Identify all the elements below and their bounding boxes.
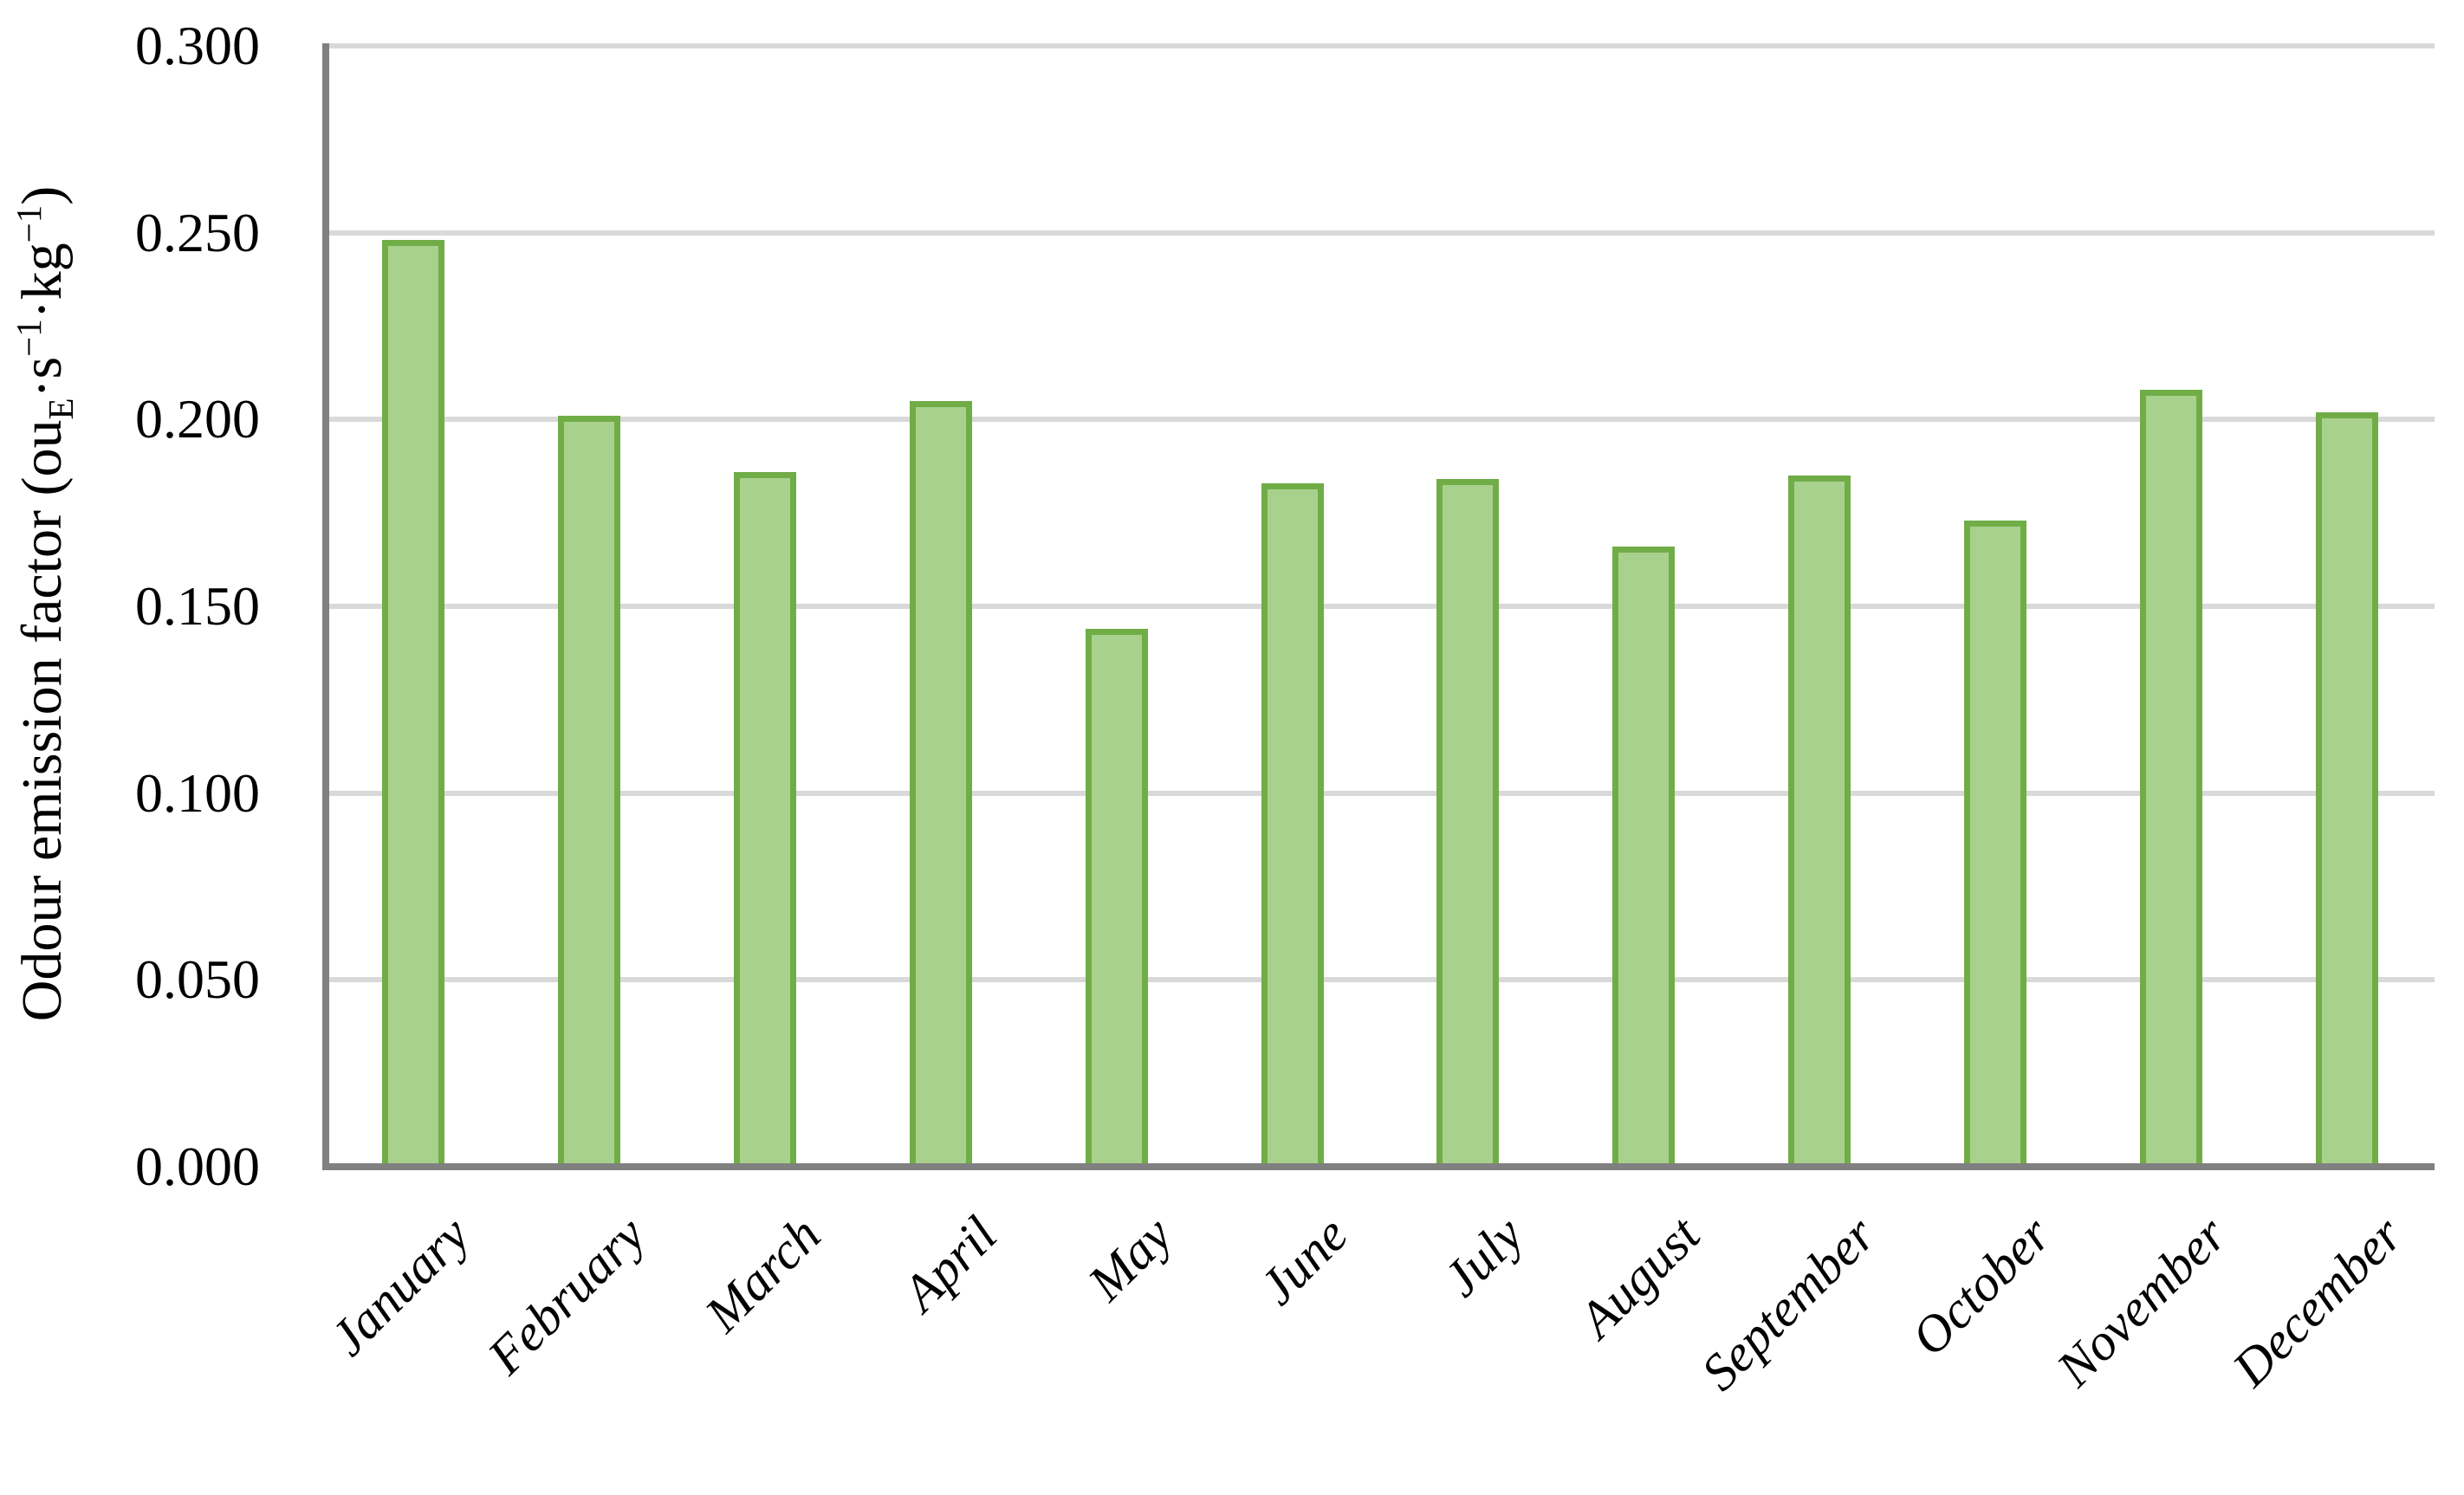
gridline-0.150 xyxy=(326,604,2435,609)
y-tick-label-0.150: 0.150 xyxy=(135,575,260,637)
x-tick-label-december: December xyxy=(2221,1206,2414,1398)
y-axis-line xyxy=(322,43,329,1170)
x-tick-label-june: June xyxy=(1248,1206,1359,1316)
x-tick-label-may: May xyxy=(1077,1206,1183,1312)
y-axis-title-text: Odour emission factor (ou xyxy=(10,419,74,1022)
bar-march xyxy=(734,471,797,1170)
gridline-0.050 xyxy=(326,977,2435,983)
y-tick-label-0.000: 0.000 xyxy=(135,1136,260,1197)
y-tick-label-0.200: 0.200 xyxy=(135,388,260,450)
x-tick-label-october: October xyxy=(1900,1206,2062,1367)
bar-october xyxy=(1963,520,2026,1170)
gridline-0.200 xyxy=(326,417,2435,423)
bar-april xyxy=(909,400,972,1170)
x-tick-label-july: July xyxy=(1432,1206,1535,1308)
bar-november xyxy=(2139,389,2202,1170)
bar-june xyxy=(1261,482,1324,1170)
x-tick-label-april: April xyxy=(891,1206,1008,1322)
bar-may xyxy=(1085,628,1148,1170)
y-axis-title-superscript: −1 xyxy=(9,319,49,357)
x-tick-label-february: February xyxy=(477,1206,656,1385)
bar-august xyxy=(1612,546,1676,1170)
x-tick-label-september: September xyxy=(1690,1206,1886,1401)
bar-september xyxy=(1788,476,1851,1170)
x-tick-label-august: August xyxy=(1567,1206,1710,1349)
y-tick-label-0.300: 0.300 xyxy=(135,15,260,76)
bar-february xyxy=(558,416,621,1170)
y-tick-label-0.250: 0.250 xyxy=(135,201,260,263)
x-tick-label-march: March xyxy=(694,1206,832,1343)
x-axis-line xyxy=(322,1163,2435,1170)
y-tick-label-0.050: 0.050 xyxy=(135,948,260,1011)
x-tick-label-january: January xyxy=(319,1206,481,1367)
bar-december xyxy=(2315,411,2378,1170)
y-tick-label-0.100: 0.100 xyxy=(135,761,260,824)
gridline-0.100 xyxy=(326,790,2435,796)
x-tick-label-november: November xyxy=(2046,1206,2238,1398)
gridline-0.300 xyxy=(326,43,2435,49)
bar-july xyxy=(1436,479,1500,1170)
gridline-0.250 xyxy=(326,230,2435,236)
bar-january xyxy=(382,240,445,1170)
